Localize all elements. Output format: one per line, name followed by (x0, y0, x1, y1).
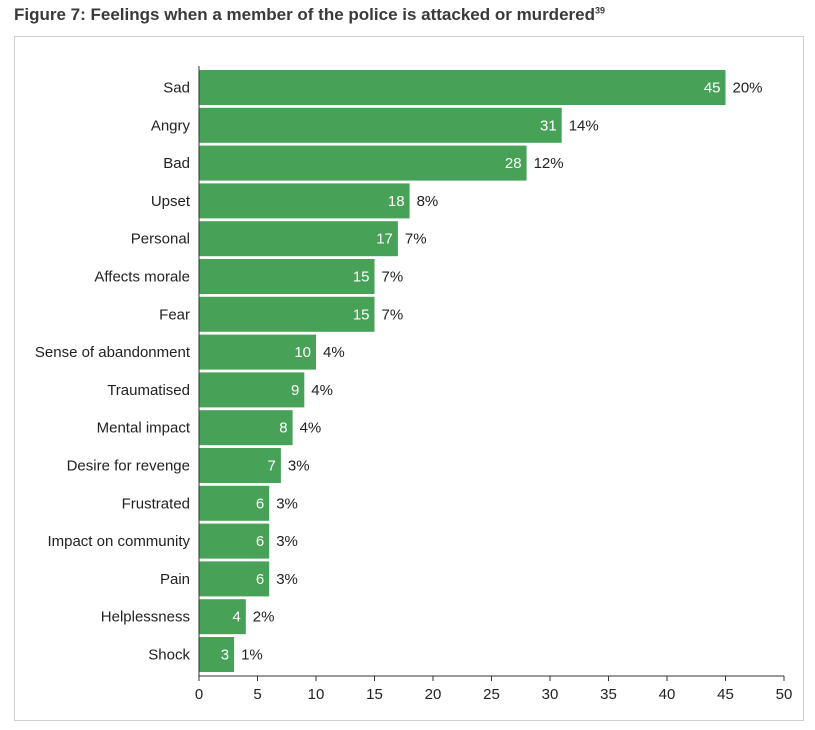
bar-percent-label: 4% (323, 344, 345, 361)
category-label: Personal (131, 231, 190, 248)
bar-value-label: 18 (388, 193, 405, 210)
bar (199, 145, 527, 181)
category-label: Bad (163, 155, 190, 172)
category-label: Mental impact (97, 420, 191, 437)
bar (199, 221, 398, 257)
x-tick-label: 20 (425, 686, 442, 703)
bar-percent-label: 2% (253, 609, 275, 626)
category-label: Traumatised (107, 382, 190, 399)
bar (199, 561, 270, 597)
x-tick-label: 10 (308, 686, 325, 703)
bar-value-label: 6 (256, 533, 264, 550)
x-tick-label: 40 (659, 686, 676, 703)
bar-percent-label: 1% (241, 647, 263, 664)
bar-value-label: 6 (256, 571, 264, 588)
bar-percent-label: 4% (300, 420, 322, 437)
bar-value-label: 17 (376, 231, 393, 248)
bar-percent-label: 20% (733, 80, 763, 97)
category-label: Fear (159, 306, 190, 323)
bar (199, 70, 726, 105)
category-label: Angry (151, 117, 191, 134)
bar-value-label: 15 (353, 306, 370, 323)
bar-percent-label: 4% (311, 382, 333, 399)
bar-value-label: 6 (256, 495, 264, 512)
bar-percent-label: 3% (276, 571, 298, 588)
bar-percent-label: 8% (417, 193, 439, 210)
bar-value-label: 3 (221, 647, 229, 664)
category-label: Helplessness (101, 609, 190, 626)
bar (199, 334, 316, 370)
category-label: Upset (151, 193, 191, 210)
x-tick-label: 45 (717, 686, 734, 703)
bar-value-label: 7 (268, 458, 276, 475)
chart-frame (14, 36, 804, 721)
bar-value-label: 31 (540, 117, 557, 134)
category-label: Affects morale (94, 269, 190, 286)
bar-percent-label: 7% (382, 306, 404, 323)
x-tick-label: 25 (483, 686, 500, 703)
bar-value-label: 45 (704, 80, 721, 97)
bar (199, 296, 375, 332)
category-label: Desire for revenge (67, 458, 190, 475)
bar-percent-label: 3% (288, 458, 310, 475)
bar-value-label: 8 (279, 420, 287, 437)
x-tick-label: 30 (542, 686, 559, 703)
bar (199, 183, 410, 219)
x-tick-label: 0 (195, 686, 203, 703)
figure-title: Figure 7: Feelings when a member of the … (14, 5, 605, 25)
category-label: Pain (160, 571, 190, 588)
bar (199, 485, 270, 521)
bar (199, 372, 305, 408)
x-tick-label: 35 (600, 686, 617, 703)
category-label: Frustrated (122, 495, 190, 512)
bar-percent-label: 7% (405, 231, 427, 248)
bar-value-label: 9 (291, 382, 299, 399)
bar (199, 410, 293, 446)
category-label: Sad (163, 80, 190, 97)
bar-percent-label: 3% (276, 495, 298, 512)
bar-value-label: 15 (353, 269, 370, 286)
bar-value-label: 10 (294, 344, 311, 361)
bar-value-label: 4 (232, 609, 240, 626)
bar-percent-label: 14% (569, 117, 599, 134)
x-tick-label: 50 (776, 686, 793, 703)
bar (199, 107, 562, 143)
x-tick-label: 15 (366, 686, 383, 703)
category-label: Impact on community (47, 533, 190, 550)
bar-percent-label: 3% (276, 533, 298, 550)
bar (199, 599, 246, 635)
footnote-marker: 39 (594, 5, 605, 16)
category-label: Sense of abandonment (35, 344, 191, 361)
bar-percent-label: 7% (382, 269, 404, 286)
bar (199, 448, 281, 483)
bar (199, 259, 375, 294)
bar-percent-label: 12% (534, 155, 564, 172)
bar (199, 523, 270, 559)
category-label: Shock (148, 647, 190, 664)
figure-title-text: Figure 7: Feelings when a member of the … (14, 5, 595, 24)
bar (199, 637, 235, 672)
bar-value-label: 28 (505, 155, 522, 172)
x-tick-label: 5 (253, 686, 261, 703)
